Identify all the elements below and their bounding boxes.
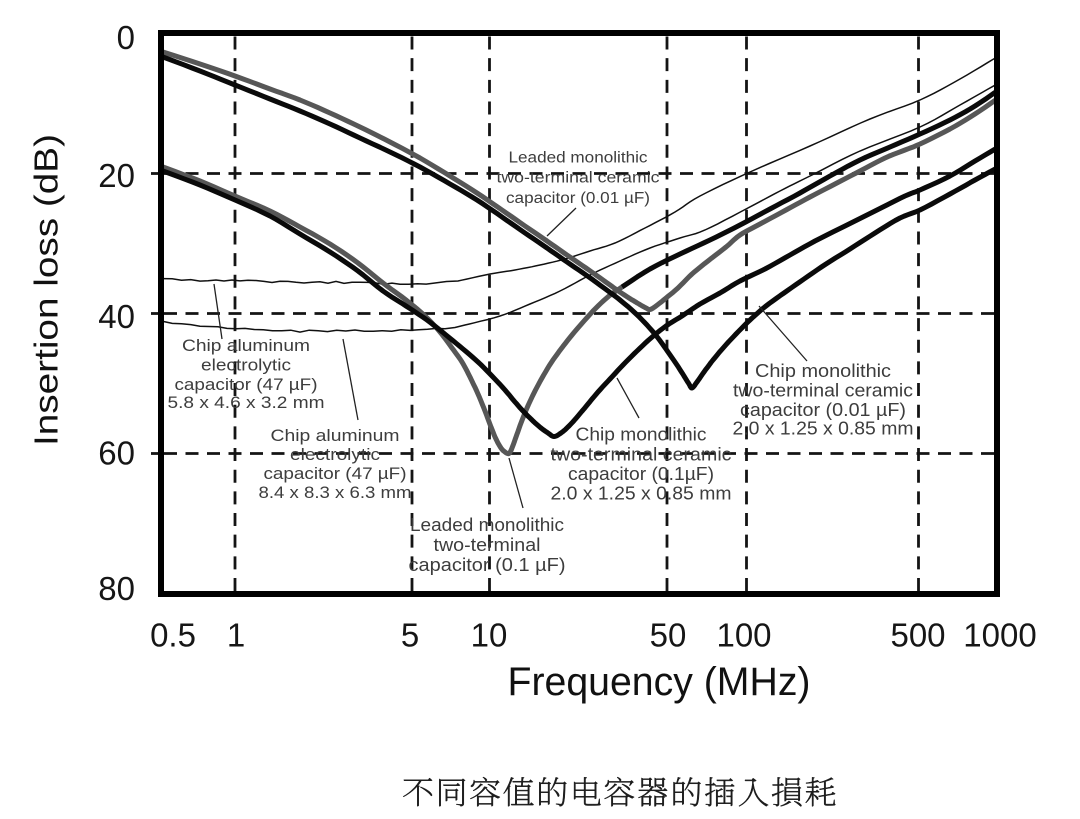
svg-text:electrolytic: electrolytic [290, 445, 380, 464]
svg-text:Frequency (MHz): Frequency (MHz) [508, 660, 811, 704]
svg-text:electrolytic: electrolytic [201, 356, 291, 375]
svg-text:Insertion loss (dB): Insertion loss (dB) [28, 134, 65, 446]
svg-text:Chip monolithic: Chip monolithic [576, 424, 707, 445]
svg-text:80: 80 [98, 570, 135, 607]
svg-text:capacitor (0.01 µF): capacitor (0.01 µF) [506, 190, 650, 207]
svg-text:20: 20 [98, 157, 135, 194]
svg-text:10: 10 [471, 616, 508, 653]
svg-text:Chip aluminum: Chip aluminum [271, 426, 400, 445]
svg-text:2.0 x 1.25 x 0.85 mm: 2.0 x 1.25 x 0.85 mm [551, 483, 732, 504]
svg-text:50: 50 [650, 616, 687, 653]
svg-text:Leaded monolithic: Leaded monolithic [410, 514, 564, 535]
svg-text:2.0 x 1.25 x 0.85 mm: 2.0 x 1.25 x 0.85 mm [733, 419, 914, 439]
svg-text:1000: 1000 [963, 616, 1036, 653]
svg-text:60: 60 [98, 434, 135, 471]
svg-text:two-terminal ceramic: two-terminal ceramic [551, 444, 732, 465]
svg-text:Leaded monolithic: Leaded monolithic [509, 150, 648, 167]
svg-text:capacitor (0.1µF): capacitor (0.1µF) [568, 463, 714, 484]
svg-text:capacitor (47 µF): capacitor (47 µF) [264, 464, 407, 483]
svg-text:0: 0 [117, 19, 135, 56]
svg-text:5: 5 [401, 616, 419, 653]
svg-text:100: 100 [716, 616, 771, 653]
svg-text:5.8 x 4.6 x 3.2 mm: 5.8 x 4.6 x 3.2 mm [168, 393, 325, 412]
svg-text:40: 40 [98, 298, 135, 335]
svg-text:two-terminal ceramic: two-terminal ceramic [497, 170, 660, 187]
svg-text:capacitor (0.01 µF): capacitor (0.01 µF) [740, 400, 906, 420]
svg-text:8.4 x 8.3 x 6.3 mm: 8.4 x 8.3 x 6.3 mm [259, 483, 412, 502]
svg-text:two-terminal ceramic: two-terminal ceramic [733, 381, 913, 401]
svg-text:0.5: 0.5 [150, 616, 196, 653]
svg-text:two-terminal: two-terminal [434, 534, 541, 555]
svg-text:500: 500 [890, 616, 945, 653]
svg-text:capacitor (47 µF): capacitor (47 µF) [175, 375, 318, 394]
svg-text:Chip monolithic: Chip monolithic [755, 361, 891, 381]
svg-text:capacitor (0.1 µF): capacitor (0.1 µF) [409, 554, 566, 575]
svg-text:Chip aluminum: Chip aluminum [182, 336, 310, 355]
svg-text:1: 1 [227, 616, 245, 653]
